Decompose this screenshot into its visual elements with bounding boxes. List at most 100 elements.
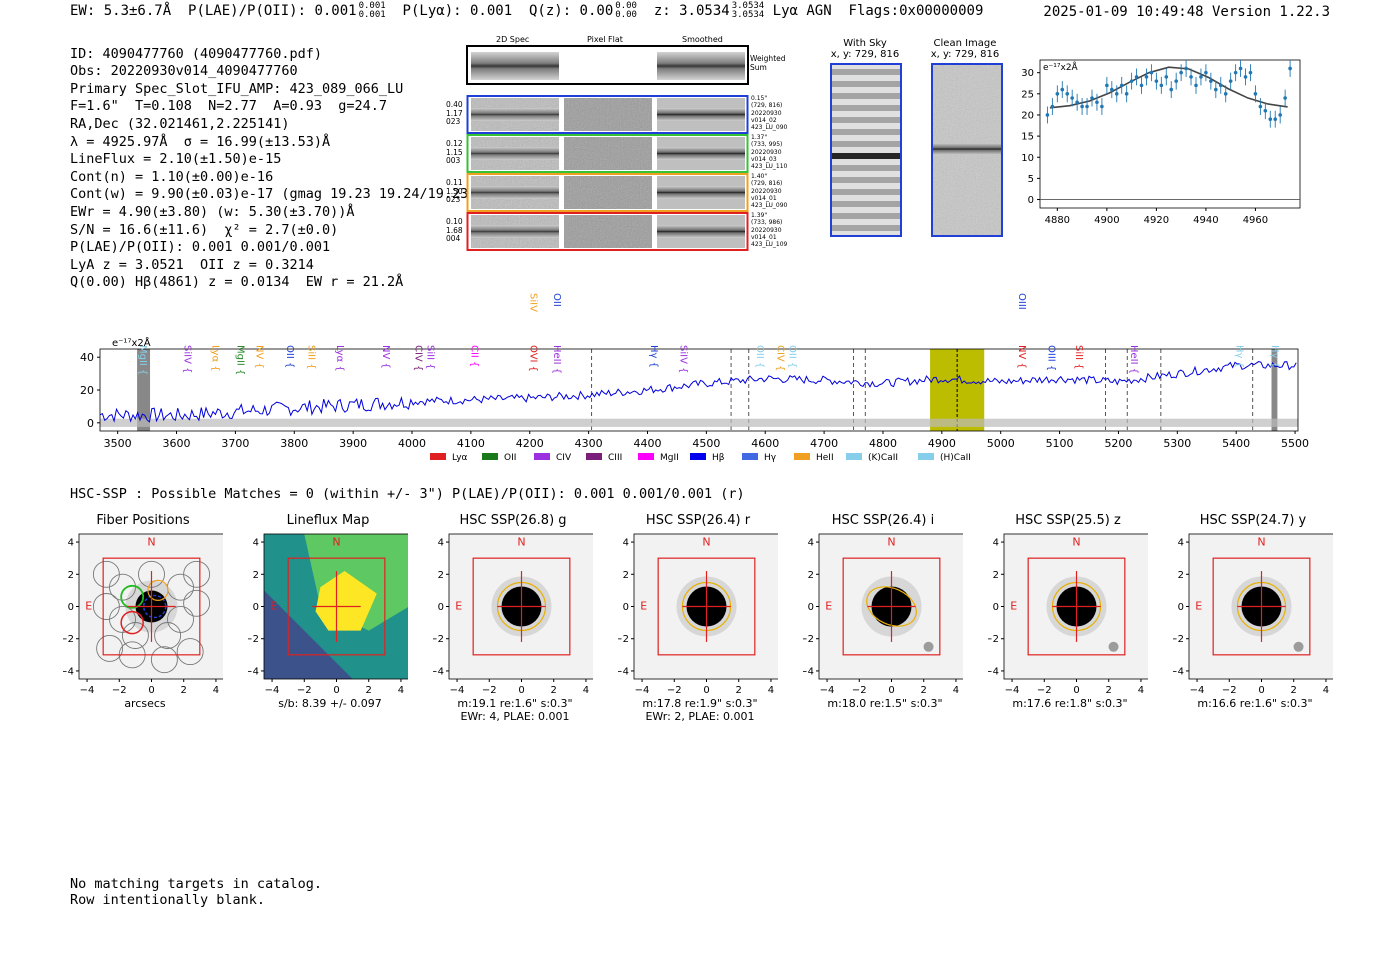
spectrum-error-band (100, 418, 1298, 427)
cutout-ytick-label: −2 (63, 634, 74, 645)
header-summary: EW: 5.3±6.7Å P(LAE)/P(OII): 0.001 0.001 0.… (70, 2, 983, 20)
zoom-point (1100, 104, 1104, 109)
fiber-row-frame (466, 134, 749, 173)
fiber-smoothed-band (657, 225, 745, 238)
cutout-box (102, 557, 201, 656)
info-line: λ = 4925.97Å σ = 16.99(±13.53)Å (70, 133, 331, 150)
east-label: E (455, 600, 462, 613)
east-label: E (1010, 600, 1017, 613)
zoom-point (1075, 100, 1079, 105)
footer-line-1: No matching targets in catalog. (70, 876, 322, 892)
zoom-point (1214, 87, 1218, 92)
cutout-xtick-label: 4 (1138, 685, 1144, 695)
spectrum-xtick-label: 4000 (398, 437, 426, 450)
north-label: N (702, 535, 710, 548)
line-zoom-chart: 0 5 10 15 20 25 30 4880 4900 4920 4940 4960 e⁻¹⁷x2Å (1021, 59, 1301, 226)
cutout-title: Lineflux Map (286, 513, 370, 528)
cutout-ytick-label: 0 (68, 602, 74, 613)
sky-stripe (830, 165, 902, 171)
zoom-ytick-label: 10 (1021, 153, 1034, 164)
zoom-point (1283, 96, 1287, 100)
info-line: Q(0.00) Hβ(4861) z = 0.0134 EW r = 21.2Å (70, 274, 404, 291)
spectrum-xtick-label: 5500 (1281, 437, 1309, 450)
cutout-image-1: N E −4 −4 −2 −2 0 0 2 2 4 4 (248, 533, 408, 695)
zoom-point (1159, 83, 1164, 88)
zoom-ytick-label: 5 (1028, 174, 1034, 185)
cutout-ytick-label: 4 (253, 538, 259, 549)
cutout-ytick-label: −2 (248, 634, 259, 645)
spectrum-line-annotation: OII { (284, 345, 295, 368)
spectrum-line-annotation: SiIV { (677, 345, 688, 373)
legend-label: Hγ (764, 453, 777, 463)
zoom-point (1199, 75, 1203, 79)
col-header-pixel-flat: Pixel Flat (587, 35, 623, 44)
clean-image-title: Clean Image x, y: 729, 816 (930, 38, 1000, 60)
spectrum-line-annotation: CII { (468, 345, 479, 367)
legend-label: (K)CaII (868, 453, 898, 463)
cutout-xtick-label: 0 (518, 685, 524, 695)
zoom-point (1154, 79, 1159, 83)
cutout-ytick-label: 2 (438, 570, 444, 581)
cutout-ytick-label: −4 (433, 666, 444, 677)
header-plya: P(Lyα): 0.001 (402, 3, 513, 19)
north-label: N (517, 535, 525, 548)
hsc-header: HSC-SSP : Possible Matches = 0 (within +… (70, 486, 745, 502)
info-line: Cont(w) = 9.90(±0.03)e-17 (gmag 19.23 19… (70, 186, 493, 203)
cutout-image-4: N E −4 −4 −2 −2 0 0 2 2 4 4 (803, 533, 963, 695)
cutout-ytick-label: −2 (988, 634, 999, 645)
zoom-point (1223, 92, 1228, 96)
zoom-units-note: e⁻¹⁷x2Å (1043, 61, 1079, 73)
fiber-spec-panel (466, 45, 749, 251)
sky-stripe (830, 189, 902, 195)
cutout-xtick-label: 0 (1073, 685, 1079, 695)
cutout-xtick-label: 4 (398, 685, 404, 695)
spectrum-xtick-label: 3700 (221, 437, 249, 450)
cutout-box (1027, 557, 1126, 656)
sky-stripe (830, 201, 902, 207)
cutout-ytick-label: −2 (1173, 634, 1184, 645)
zoom-ytick-label: 0 (1028, 195, 1034, 206)
fiber-pixel-flat-noise (564, 176, 652, 209)
cutout-title: HSC SSP(25.5) z (1015, 513, 1121, 528)
zoom-xtick-label: 4960 (1243, 215, 1268, 226)
cutout-xtick-label: −2 (667, 685, 682, 695)
sky-stripe (830, 69, 902, 75)
zoom-point (1085, 104, 1089, 109)
cutout-caption: s/b: 8.39 +/- 0.097 (278, 697, 382, 710)
spectrum-line-annotation: OIII (1016, 293, 1027, 310)
sky-stripe (830, 213, 902, 219)
zoom-point (1278, 113, 1282, 117)
info-line: ID: 4090477760 (4090477760.pdf) (70, 45, 322, 62)
zoom-point (1189, 75, 1193, 79)
zoom-point (1149, 70, 1154, 75)
east-label: E (1195, 600, 1202, 613)
cutout-xtick-label: 0 (888, 685, 894, 695)
fiber-circle (150, 646, 178, 674)
zoom-point (1169, 87, 1174, 92)
info-line: Cont(n) = 1.10(±0.00)e-16 (70, 168, 274, 185)
legend-label: CIV (556, 453, 572, 463)
zoom-point (1080, 104, 1084, 109)
fiber-2d-band (471, 147, 559, 160)
cutout-ytick-label: 2 (1178, 570, 1184, 581)
cutout-xtick-label: 4 (953, 685, 959, 695)
cutout-ytick-label: 2 (808, 570, 814, 581)
fiber-smoothed-band (657, 108, 745, 121)
legend-swatch (430, 453, 446, 460)
spectrum-line-annotation: OVI { (527, 345, 538, 372)
info-line: F=1.6" T=0.108 N=2.77 A=0.93 g=24.7 (70, 98, 387, 115)
zoom-point (1090, 96, 1094, 100)
north-label: N (147, 535, 155, 548)
fiber-row-left-label: 0.11 1.50 023 (446, 178, 463, 204)
cutout-image-0: N E −4 −4 −2 −2 0 0 2 2 4 4 (63, 533, 223, 695)
zoom-point (1110, 87, 1114, 92)
fiber-row-left-label: 0.12 1.15 003 (446, 139, 463, 165)
cutout-ytick-label: 2 (993, 570, 999, 581)
zoom-point (1218, 83, 1223, 88)
info-line: LineFlux = 2.10(±1.50)e-15 (70, 151, 282, 168)
col-header-2d-spec: 2D Spec (496, 35, 530, 44)
fiber-row-frame (466, 212, 749, 251)
legend-swatch (482, 453, 498, 460)
north-label: N (887, 535, 895, 548)
sky-stripe (830, 81, 902, 87)
